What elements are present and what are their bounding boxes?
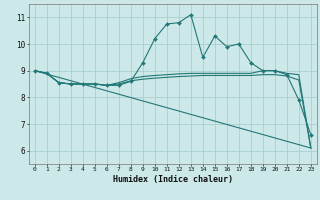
X-axis label: Humidex (Indice chaleur): Humidex (Indice chaleur) xyxy=(113,175,233,184)
